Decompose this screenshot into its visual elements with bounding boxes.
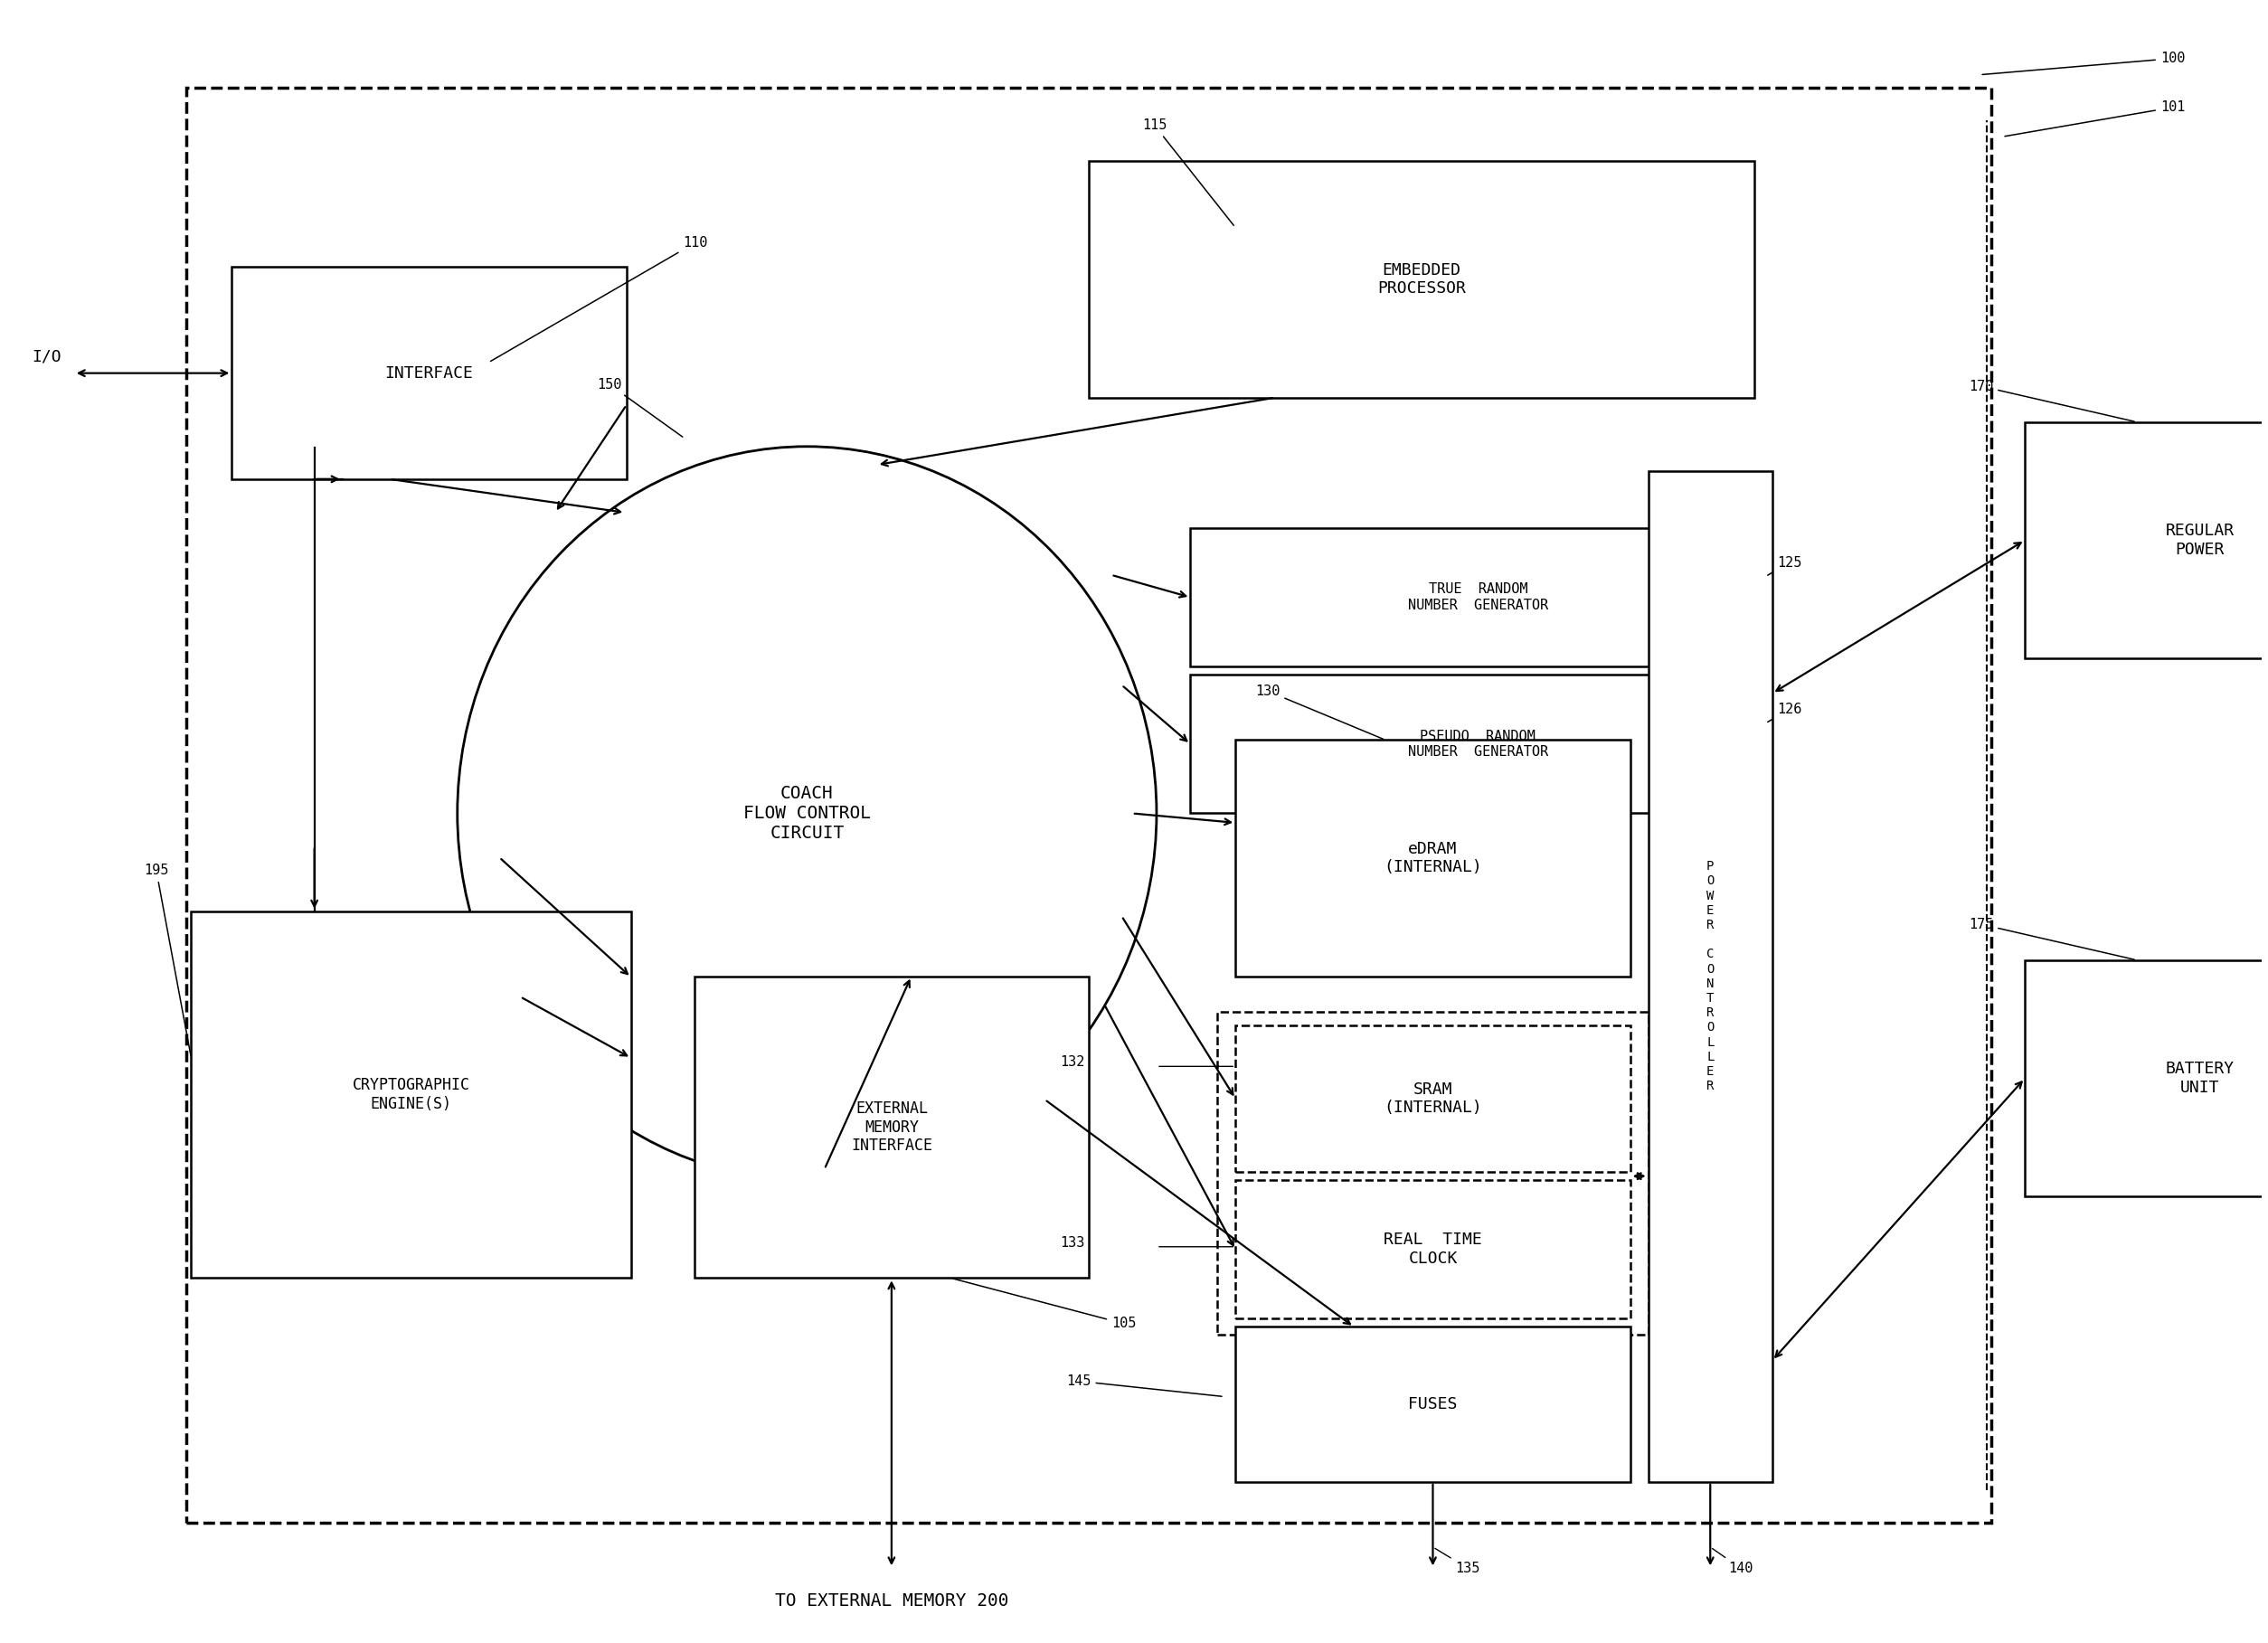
Bar xyxy=(1191,527,1765,667)
Text: 145: 145 xyxy=(1066,1374,1222,1397)
Text: 132: 132 xyxy=(1059,1055,1084,1070)
Bar xyxy=(2025,422,2268,659)
Text: BATTERY
UNIT: BATTERY UNIT xyxy=(2166,1061,2234,1096)
Text: CRYPTOGRAPHIC
ENGINE(S): CRYPTOGRAPHIC ENGINE(S) xyxy=(352,1078,469,1112)
Bar xyxy=(1191,675,1765,813)
Bar xyxy=(1236,1328,1631,1482)
Text: 150: 150 xyxy=(596,378,683,437)
Text: 130: 130 xyxy=(1254,683,1383,739)
Text: eDRAM
(INTERNAL): eDRAM (INTERNAL) xyxy=(1383,841,1481,876)
Bar xyxy=(186,87,1991,1523)
Text: 126: 126 xyxy=(1767,703,1801,721)
Text: 110: 110 xyxy=(490,237,708,361)
Bar xyxy=(1236,1180,1631,1319)
Text: EMBEDDED
PROCESSOR: EMBEDDED PROCESSOR xyxy=(1377,261,1465,297)
Text: 135: 135 xyxy=(1436,1548,1481,1576)
Text: 140: 140 xyxy=(1712,1548,1753,1576)
Text: TO EXTERNAL MEMORY 200: TO EXTERNAL MEMORY 200 xyxy=(776,1592,1009,1610)
Text: 100: 100 xyxy=(1982,51,2184,74)
Bar xyxy=(694,976,1089,1278)
Ellipse shape xyxy=(458,447,1157,1180)
Bar xyxy=(2025,960,2268,1196)
Text: 170: 170 xyxy=(1969,380,2134,422)
Text: COACH
FLOW CONTROL
CIRCUIT: COACH FLOW CONTROL CIRCUIT xyxy=(744,785,871,841)
Text: INTERFACE: INTERFACE xyxy=(386,365,474,381)
Text: 125: 125 xyxy=(1767,555,1801,575)
Bar xyxy=(1218,1012,1649,1336)
Text: REGULAR
POWER: REGULAR POWER xyxy=(2166,522,2234,557)
Text: 133: 133 xyxy=(1059,1236,1084,1249)
Bar xyxy=(191,912,631,1278)
Text: TRUE  RANDOM
NUMBER  GENERATOR: TRUE RANDOM NUMBER GENERATOR xyxy=(1408,583,1549,611)
Text: I/O: I/O xyxy=(32,348,61,365)
Bar xyxy=(1649,472,1771,1482)
Bar xyxy=(1089,161,1753,398)
Text: 175: 175 xyxy=(1969,917,2134,960)
Text: REAL  TIME
CLOCK: REAL TIME CLOCK xyxy=(1383,1232,1481,1267)
Text: P
O
W
E
R

C
O
N
T
R
O
L
L
E
R: P O W E R C O N T R O L L E R xyxy=(1706,861,1715,1093)
Text: EXTERNAL
MEMORY
INTERFACE: EXTERNAL MEMORY INTERFACE xyxy=(850,1101,932,1153)
Bar xyxy=(1236,1025,1631,1171)
Text: 115: 115 xyxy=(1143,118,1234,225)
Text: 105: 105 xyxy=(953,1278,1136,1331)
Text: SRAM
(INTERNAL): SRAM (INTERNAL) xyxy=(1383,1081,1481,1116)
Bar xyxy=(1236,739,1631,976)
Text: 195: 195 xyxy=(143,864,191,1055)
Text: PSEUDO  RANDOM
NUMBER  GENERATOR: PSEUDO RANDOM NUMBER GENERATOR xyxy=(1408,729,1549,759)
Text: 101: 101 xyxy=(2005,100,2184,136)
Bar xyxy=(231,268,626,480)
Text: FUSES: FUSES xyxy=(1408,1397,1458,1413)
